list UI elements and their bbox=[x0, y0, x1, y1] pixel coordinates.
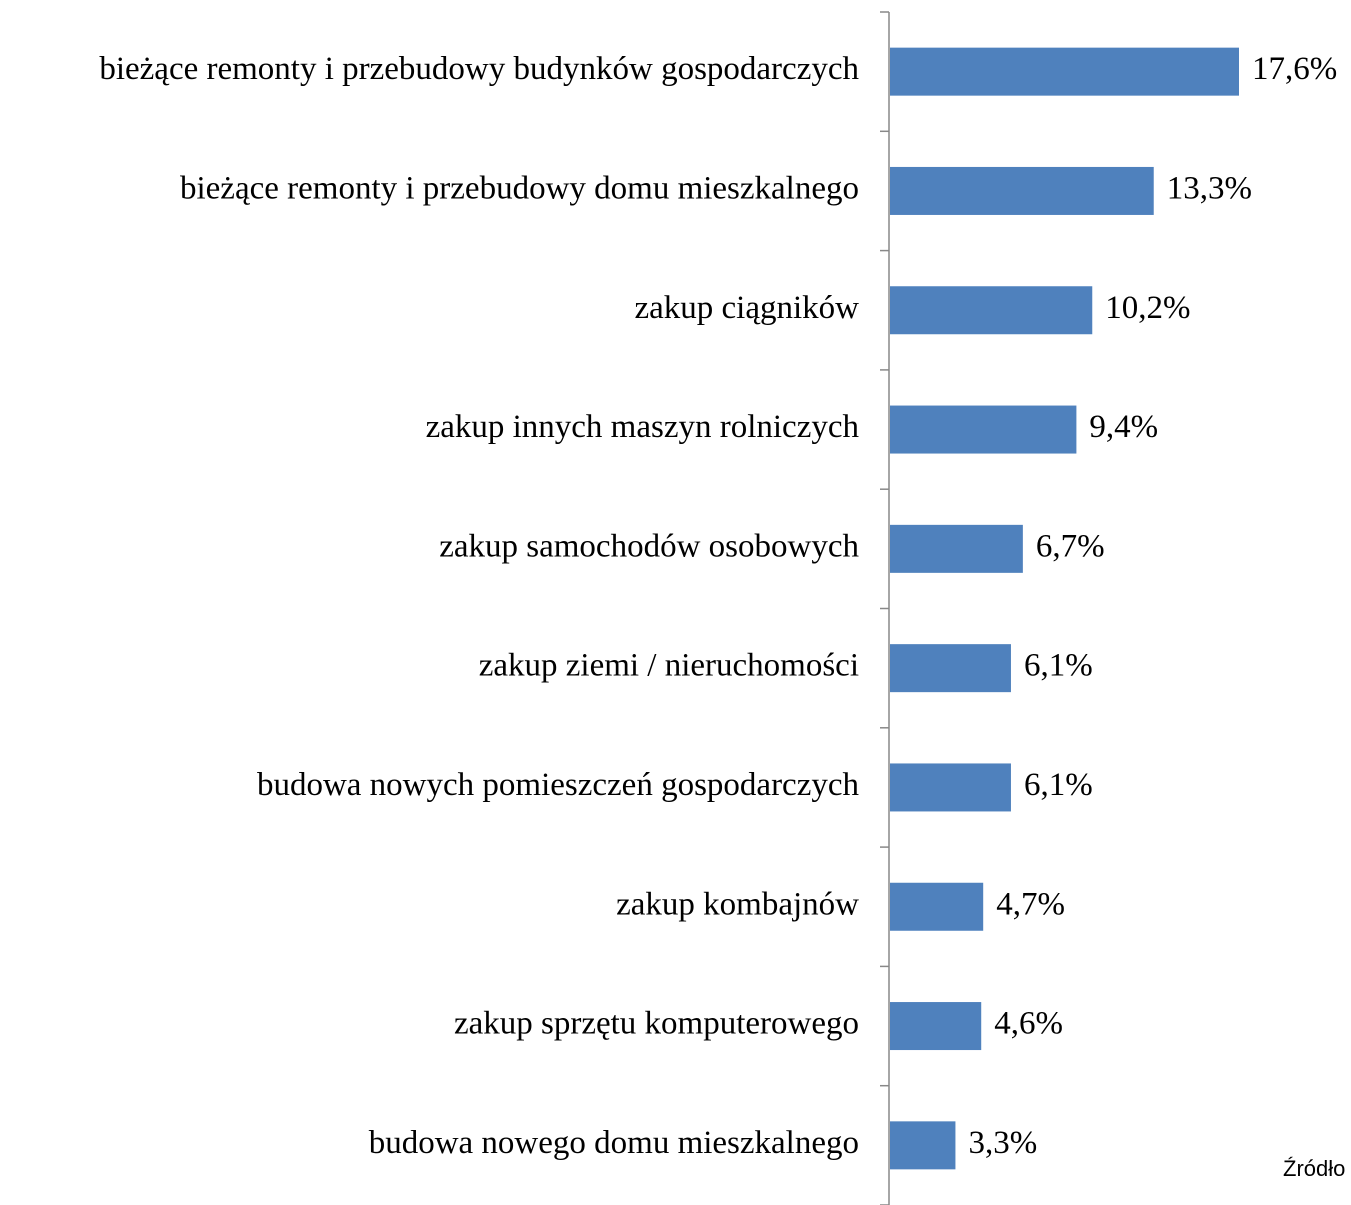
category-label: budowa nowego domu mieszkalnego bbox=[369, 1125, 859, 1161]
source-note: Źródło bbox=[1283, 1156, 1345, 1181]
category-label: zakup samochodów osobowych bbox=[439, 528, 859, 564]
category-label: zakup ziemi / nieruchomości bbox=[479, 648, 859, 684]
value-label: 6,1% bbox=[1024, 648, 1093, 684]
bar bbox=[890, 1121, 956, 1170]
value-label: 4,7% bbox=[996, 886, 1065, 922]
value-label: 6,1% bbox=[1024, 767, 1093, 803]
bar bbox=[890, 1002, 982, 1051]
category-label: bieżące remonty i przebudowy budynków go… bbox=[99, 51, 859, 87]
value-label: 3,3% bbox=[968, 1125, 1037, 1161]
category-label: zakup kombajnów bbox=[616, 886, 859, 922]
value-label: 4,6% bbox=[994, 1006, 1063, 1042]
bar bbox=[890, 166, 1154, 215]
bar bbox=[890, 644, 1011, 693]
bar bbox=[890, 47, 1239, 96]
category-label: budowa nowych pomieszczeń gospodarczych bbox=[257, 767, 860, 803]
value-label: 17,6% bbox=[1252, 51, 1337, 87]
category-label: zakup ciągników bbox=[634, 290, 859, 326]
bar bbox=[890, 286, 1093, 335]
value-label: 6,7% bbox=[1036, 528, 1105, 564]
value-label: 9,4% bbox=[1089, 409, 1158, 445]
bar bbox=[890, 882, 984, 931]
bar bbox=[890, 405, 1077, 454]
bar bbox=[890, 524, 1023, 573]
category-label: zakup innych maszyn rolniczych bbox=[426, 409, 860, 445]
bar bbox=[890, 763, 1011, 812]
category-label: bieżące remonty i przebudowy domu mieszk… bbox=[180, 171, 859, 207]
value-label: 10,2% bbox=[1105, 290, 1190, 326]
value-label: 13,3% bbox=[1167, 171, 1252, 207]
category-label: zakup sprzętu komputerowego bbox=[454, 1006, 859, 1042]
